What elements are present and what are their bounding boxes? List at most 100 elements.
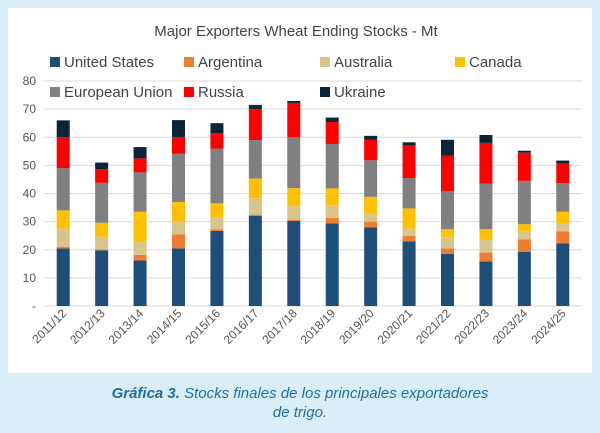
- bar-segment-european-union-2017-18: [287, 137, 301, 189]
- bar-segment-russia-2020-21: [402, 145, 416, 179]
- x-tick-label-2013-14: 2013/14: [106, 306, 147, 347]
- bar-segment-canada-2021-22: [441, 229, 454, 238]
- legend-label-australia: Australia: [334, 54, 393, 71]
- legend-swatch-european-union: [50, 87, 60, 97]
- legend-swatch-australia: [320, 57, 330, 67]
- bar-segment-ukraine-2013-14: [133, 147, 147, 159]
- x-axis: 2011/122012/132013/142014/152015/162016/…: [29, 306, 569, 347]
- bars: [56, 100, 570, 306]
- bar-segment-canada-2014-15: [172, 201, 185, 222]
- bar-segment-russia-2022-23: [479, 142, 493, 184]
- bar-segment-argentina-2024-25: [556, 231, 570, 244]
- bar-segment-russia-2017-18: [287, 102, 301, 138]
- bar-segment-european-union-2023-24: [517, 180, 531, 225]
- bar-segment-argentina-2016-17: [248, 214, 262, 216]
- legend-label-european-union: European Union: [64, 84, 172, 101]
- bar-segment-ukraine-2018-19: [325, 117, 339, 123]
- bar-segment-canada-2015-16: [210, 203, 224, 218]
- bar-segment-european-union-2022-23: [479, 183, 493, 230]
- bar-segment-united-states-2022-23: [479, 261, 493, 306]
- legend-label-russia: Russia: [198, 84, 245, 101]
- bar-segment-united-states-2019-20: [364, 227, 378, 306]
- bar-segment-argentina-2021-22: [441, 248, 454, 254]
- bar-segment-ukraine-2022-23: [479, 135, 493, 143]
- bar-segment-united-states-2011-12: [56, 248, 70, 306]
- bar-segment-ukraine-2023-24: [517, 150, 531, 153]
- gridlines: [44, 80, 582, 307]
- y-tick-label: -: [32, 299, 36, 313]
- x-tick-label-2024-25: 2024/25: [528, 306, 569, 347]
- bar-segment-australia-2024-25: [556, 223, 570, 232]
- legend-label-united-states: United States: [64, 54, 154, 71]
- bar-segment-ukraine-2021-22: [441, 139, 454, 156]
- bar-segment-ukraine-2012-13: [95, 162, 109, 170]
- x-tick-label-2018-19: 2018/19: [298, 306, 339, 347]
- bar-segment-australia-2020-21: [402, 228, 416, 236]
- x-tick-label-2017-18: 2017/18: [259, 306, 300, 347]
- bar-segment-russia-2015-16: [210, 133, 224, 149]
- bar-segment-russia-2016-17: [248, 109, 262, 141]
- bar-segment-united-states-2021-22: [441, 253, 454, 306]
- bar-segment-russia-2023-24: [517, 152, 531, 181]
- bar-segment-russia-2013-14: [133, 158, 147, 173]
- bar-segment-canada-2024-25: [556, 211, 570, 224]
- bar-segment-united-states-2020-21: [402, 241, 416, 306]
- bar-segment-european-union-2019-20: [364, 160, 378, 197]
- bar-segment-argentina-2020-21: [402, 235, 416, 242]
- x-tick-label-2015-16: 2015/16: [182, 306, 223, 347]
- bar-segment-ukraine-2019-20: [364, 135, 378, 140]
- y-tick-label: 60: [23, 130, 37, 144]
- bar-segment-australia-2021-22: [441, 237, 454, 249]
- x-tick-label-2016-17: 2016/17: [221, 306, 262, 347]
- caption-line-2: de trigo.: [272, 404, 328, 421]
- bar-segment-russia-2021-22: [441, 155, 454, 191]
- bar-segment-australia-2011-12: [56, 228, 70, 247]
- bar-segment-ukraine-2024-25: [556, 160, 570, 164]
- bar-segment-united-states-2015-16: [210, 230, 224, 306]
- caption-label: Gráfica 3.: [111, 385, 180, 402]
- bar-segment-russia-2011-12: [56, 137, 70, 169]
- bar-segment-united-states-2017-18: [287, 220, 301, 306]
- legend-label-argentina: Argentina: [198, 54, 263, 71]
- bar-segment-australia-2014-15: [172, 221, 185, 235]
- bar-segment-russia-2012-13: [95, 169, 109, 183]
- bar-segment-argentina-2017-18: [287, 219, 301, 221]
- bar-segment-canada-2023-24: [517, 224, 531, 231]
- bar-segment-ukraine-2020-21: [402, 142, 416, 146]
- figure-caption: Gráfica 3. Stocks finales de los princip…: [0, 384, 600, 422]
- legend-swatch-russia: [184, 87, 194, 97]
- bar-segment-australia-2012-13: [95, 236, 109, 250]
- bar-segment-canada-2011-12: [56, 210, 70, 229]
- bar-segment-canada-2020-21: [402, 208, 416, 229]
- bar-segment-canada-2022-23: [479, 229, 493, 240]
- caption-line-1: Stocks finales de los principales export…: [179, 385, 489, 402]
- bar-segment-canada-2012-13: [95, 222, 109, 237]
- legend-label-ukraine: Ukraine: [334, 84, 386, 101]
- bar-segment-european-union-2020-21: [402, 178, 416, 209]
- bar-segment-argentina-2011-12: [56, 246, 70, 249]
- legend-swatch-canada: [455, 57, 465, 67]
- bar-segment-argentina-2013-14: [133, 254, 147, 261]
- bar-segment-ukraine-2017-18: [287, 100, 301, 103]
- bar-segment-united-states-2023-24: [517, 252, 531, 306]
- bar-segment-argentina-2023-24: [517, 239, 531, 252]
- bar-segment-argentina-2022-23: [479, 252, 493, 262]
- bar-segment-argentina-2018-19: [325, 217, 339, 224]
- bar-segment-canada-2013-14: [133, 211, 147, 243]
- bar-segment-argentina-2015-16: [210, 229, 224, 231]
- y-axis: - 10 20 30 40 50 60 70 80: [23, 74, 37, 313]
- bar-segment-australia-2016-17: [248, 198, 262, 215]
- y-tick-label: 10: [23, 271, 37, 285]
- y-tick-label: 40: [23, 187, 37, 201]
- bar-segment-ukraine-2015-16: [210, 123, 224, 134]
- x-tick-label-2023-24: 2023/24: [490, 306, 531, 347]
- bar-segment-european-union-2021-22: [441, 190, 454, 230]
- legend: United States Argentina Australia Canada Eur…: [50, 54, 522, 101]
- chart-card: Major Exporters Wheat Ending Stocks - Mt…: [8, 8, 592, 373]
- bar-segment-argentina-2012-13: [95, 249, 109, 251]
- x-tick-label-2022-23: 2022/23: [451, 306, 492, 347]
- bar-segment-australia-2013-14: [133, 242, 147, 255]
- bar-segment-russia-2024-25: [556, 163, 570, 184]
- y-tick-label: 50: [23, 158, 37, 172]
- bar-segment-ukraine-2014-15: [172, 120, 185, 137]
